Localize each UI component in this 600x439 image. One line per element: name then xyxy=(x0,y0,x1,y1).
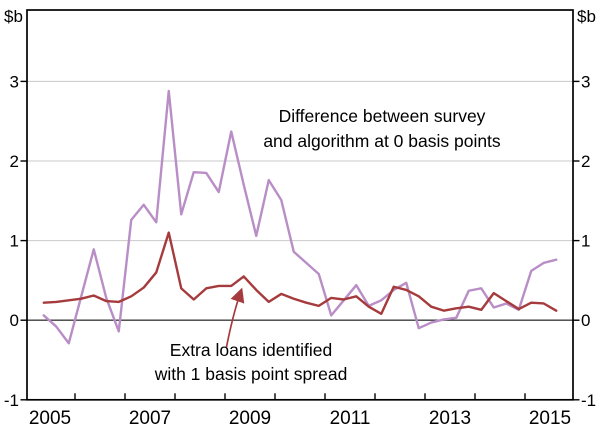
y-axis-unit-right: $b xyxy=(577,7,596,26)
annotation-arrow-icon xyxy=(225,287,245,348)
annotation-extra-loans-line1: Extra loans identified xyxy=(170,340,332,360)
y-axis-unit-left: $b xyxy=(4,7,23,26)
axis-ticks xyxy=(20,80,580,401)
annotation-extra-loans-line2: with 1 basis point spread xyxy=(154,364,348,384)
y-tick-label-right: 0 xyxy=(581,311,590,330)
x-tick-label: 2011 xyxy=(330,408,371,429)
y-tick-label-right: 2 xyxy=(581,152,590,171)
annotation-survey-difference: Difference between survey and algorithm … xyxy=(263,106,501,151)
annotation-survey-line2: and algorithm at 0 basis points xyxy=(263,131,501,151)
data-series xyxy=(42,89,558,345)
y-tick-label-right: -1 xyxy=(581,391,596,410)
gridlines xyxy=(27,80,573,321)
annotation-extra-loans: Extra loans identified with 1 basis poin… xyxy=(154,287,348,384)
series-line-1 xyxy=(42,231,558,316)
y-tick-label-right: 1 xyxy=(581,232,590,251)
x-tick-label: 2013 xyxy=(429,408,471,429)
y-tick-label-left: 0 xyxy=(10,311,19,330)
y-tick-label-left: 2 xyxy=(10,152,19,171)
x-tick-label: 2009 xyxy=(229,408,271,429)
y-tick-label-right: 3 xyxy=(581,72,590,91)
y-tick-label-left: 1 xyxy=(10,232,19,251)
series-line-0 xyxy=(42,89,558,345)
y-tick-label-left: 3 xyxy=(10,72,19,91)
axis-tick-labels: -1 -1 0 0 1 1 2 2 3 3 2005 2007 2009 2011 2013 2015 xyxy=(4,72,596,429)
x-tick-label: 2005 xyxy=(29,408,71,429)
annotation-survey-line1: Difference between survey xyxy=(279,106,486,126)
y-tick-label-left: -1 xyxy=(4,391,19,410)
x-tick-label: 2015 xyxy=(529,408,571,429)
plot-frame xyxy=(26,9,574,401)
x-tick-label: 2007 xyxy=(129,408,171,429)
